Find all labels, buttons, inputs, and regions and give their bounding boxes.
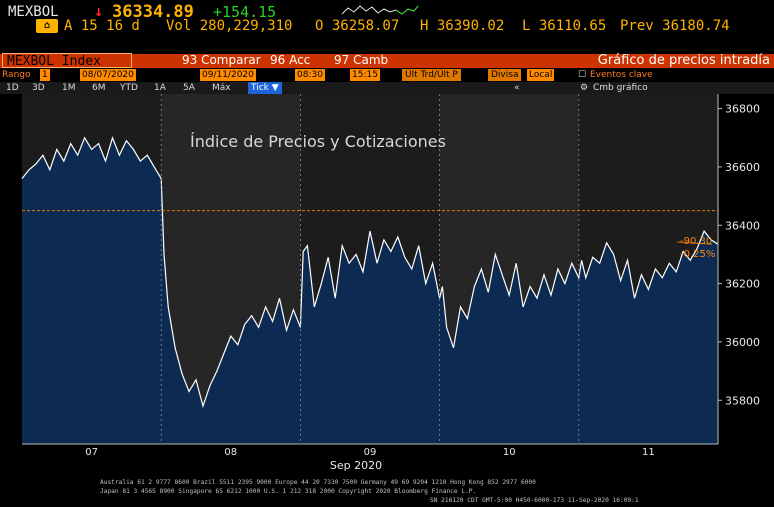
tf-6m[interactable]: 6M	[92, 83, 106, 93]
y-tick-label: 36600	[725, 161, 760, 174]
tf-max[interactable]: Máx	[212, 83, 231, 93]
volume: Vol 280,229,310	[166, 18, 293, 34]
key-events-label: Eventos clave	[590, 70, 653, 80]
down-arrow-icon: ↓	[94, 2, 104, 20]
chart-title: Índice de Precios y Cotizaciones	[190, 132, 446, 151]
net-change: +154.15	[213, 3, 277, 21]
last-price: 36334.89	[112, 2, 194, 22]
price-line	[21, 135, 719, 409]
tf-1a[interactable]: 1A	[154, 83, 166, 93]
end-date-field[interactable]: 09/11/2020	[200, 69, 256, 81]
high-price: H 36390.02	[420, 18, 505, 34]
annotation-leader	[676, 241, 713, 245]
tf-1m[interactable]: 1M	[62, 83, 76, 93]
compare-menu[interactable]: 93 Comparar	[182, 53, 261, 67]
news-badge[interactable]: ⌂	[36, 19, 58, 33]
command-bar	[0, 54, 774, 68]
tf-ytd[interactable]: YTD	[120, 83, 138, 93]
open-price: O 36258.07	[315, 18, 400, 34]
x-tick-label: 10	[503, 447, 516, 458]
start-time-field[interactable]: 08:30	[295, 69, 325, 81]
y-tick-label: 36000	[725, 336, 760, 349]
start-date-field[interactable]: 08/07/2020	[80, 69, 136, 81]
change-annotation: -90.30	[680, 236, 712, 247]
footer-session: SN 216120 CDT GMT-5:00 H450-6000-173 11-…	[430, 497, 639, 504]
edit-chart-icon[interactable]: ⚙	[580, 83, 589, 93]
y-tick-label: 35800	[725, 394, 760, 407]
price-area	[22, 137, 718, 445]
ticker-symbol: MEXBOL	[8, 4, 59, 20]
footer	[0, 478, 774, 507]
currency-dropdown[interactable]: Local	[527, 69, 555, 81]
last-time: A 15 16 d	[64, 18, 140, 34]
low-price: L 36110.65	[522, 18, 607, 34]
footer-contacts-1: Australia 61 2 9777 8600 Brazil 5511 239…	[100, 479, 536, 486]
x-tick-label: 07	[85, 447, 98, 458]
change-menu[interactable]: 97 Camb	[334, 53, 389, 67]
sparkline-icon	[341, 5, 419, 15]
tf-5a[interactable]: 5A	[183, 83, 195, 93]
change-percent-annotation: -0.25%	[680, 249, 715, 260]
actions-menu[interactable]: 96 Acc	[270, 53, 311, 67]
end-time-field[interactable]: 15:15	[350, 69, 380, 81]
tf-1d[interactable]: 1D	[6, 83, 19, 93]
x-axis-label: Sep 2020	[330, 459, 382, 472]
currency-label[interactable]: Divisa	[488, 69, 522, 81]
prev-close: Prev 36180.74	[620, 18, 730, 34]
last-trade-dropdown[interactable]: Últ Trd/Últ P	[402, 69, 461, 81]
security-field[interactable]: MEXBOL Index	[2, 53, 132, 69]
edit-chart-button[interactable]: Cmb gráfico	[593, 83, 648, 93]
x-tick-label: 08	[224, 447, 237, 458]
timeframe-bar	[0, 82, 774, 94]
tick-dropdown[interactable]: Tick ▼	[248, 82, 282, 94]
y-tick-label: 36800	[725, 103, 760, 116]
y-tick-label: 36400	[725, 219, 760, 232]
chart-page-title: Gráfico de precios intradía	[597, 53, 770, 68]
quote-header	[0, 0, 774, 34]
x-tick-label: 11	[642, 447, 655, 458]
range-bar	[0, 69, 774, 81]
y-tick-label: 36200	[725, 278, 760, 291]
range-label: Rango	[2, 70, 31, 80]
key-events-checkbox[interactable]: ☐	[578, 70, 587, 80]
x-tick-label: 09	[364, 447, 377, 458]
footer-contacts-2: Japan 81 3 4565 8900 Singapore 65 6212 1…	[100, 488, 477, 495]
collapse-icon[interactable]: «	[514, 83, 520, 93]
price-chart: 36800 36600 36400 36200 36000 35800 07 08 09 10 1…	[0, 94, 774, 478]
range-value-field[interactable]: 1	[40, 69, 50, 81]
tf-3d[interactable]: 3D	[32, 83, 45, 93]
